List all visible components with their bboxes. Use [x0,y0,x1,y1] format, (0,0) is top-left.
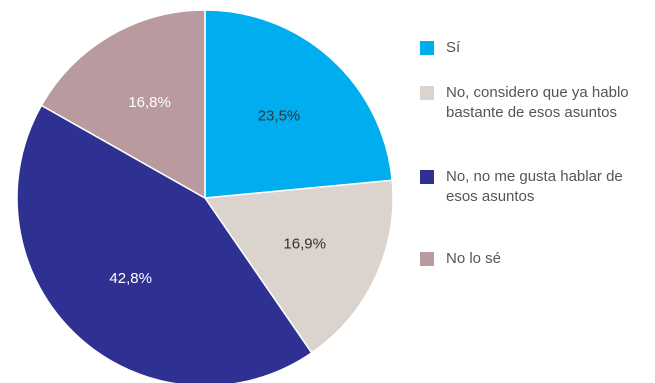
legend-item-si: Sí [420,38,646,58]
pie-slice-bastante [203,179,394,354]
legend-item-no-lo-se: No lo sé [420,249,646,269]
pie-slice-no-lo-se [40,9,206,200]
pie-slice-label-no-lo-se: 16,8% [128,94,171,111]
pie-slice-no-gusta [16,104,313,383]
pie-slice-labels: 23,5% 16,9% 42,8% 16,8% [109,94,326,287]
pie-slices [16,9,394,383]
legend-swatch-no-lo-se [420,252,434,266]
legend-label-bastante: No, considero que ya hablo bastante de e… [446,84,629,121]
legend-swatch-si [420,41,434,55]
pie-slice-label-bastante: 16,9% [283,235,326,252]
legend-label-no-lo-se: No lo sé [446,250,502,267]
pie-slice-label-no-gusta: 42,8% [109,270,152,287]
legend-label-si: Sí [446,39,461,56]
legend-swatch-no-gusta [420,170,434,184]
pie-slice-label-si: 23,5% [258,108,301,125]
legend-label-no-gusta: No, no me gusta hablar de esos asuntos [446,168,623,205]
legend-item-no-gusta: No, no me gusta hablar de esos asuntos [420,167,646,207]
pie-slice-si [204,9,393,199]
legend-item-bastante: No, considero que ya hablo bastante de e… [420,83,646,123]
pie-chart: 23,5% 16,9% 42,8% 16,8% [16,9,394,383]
legend-swatch-bastante [420,86,434,100]
